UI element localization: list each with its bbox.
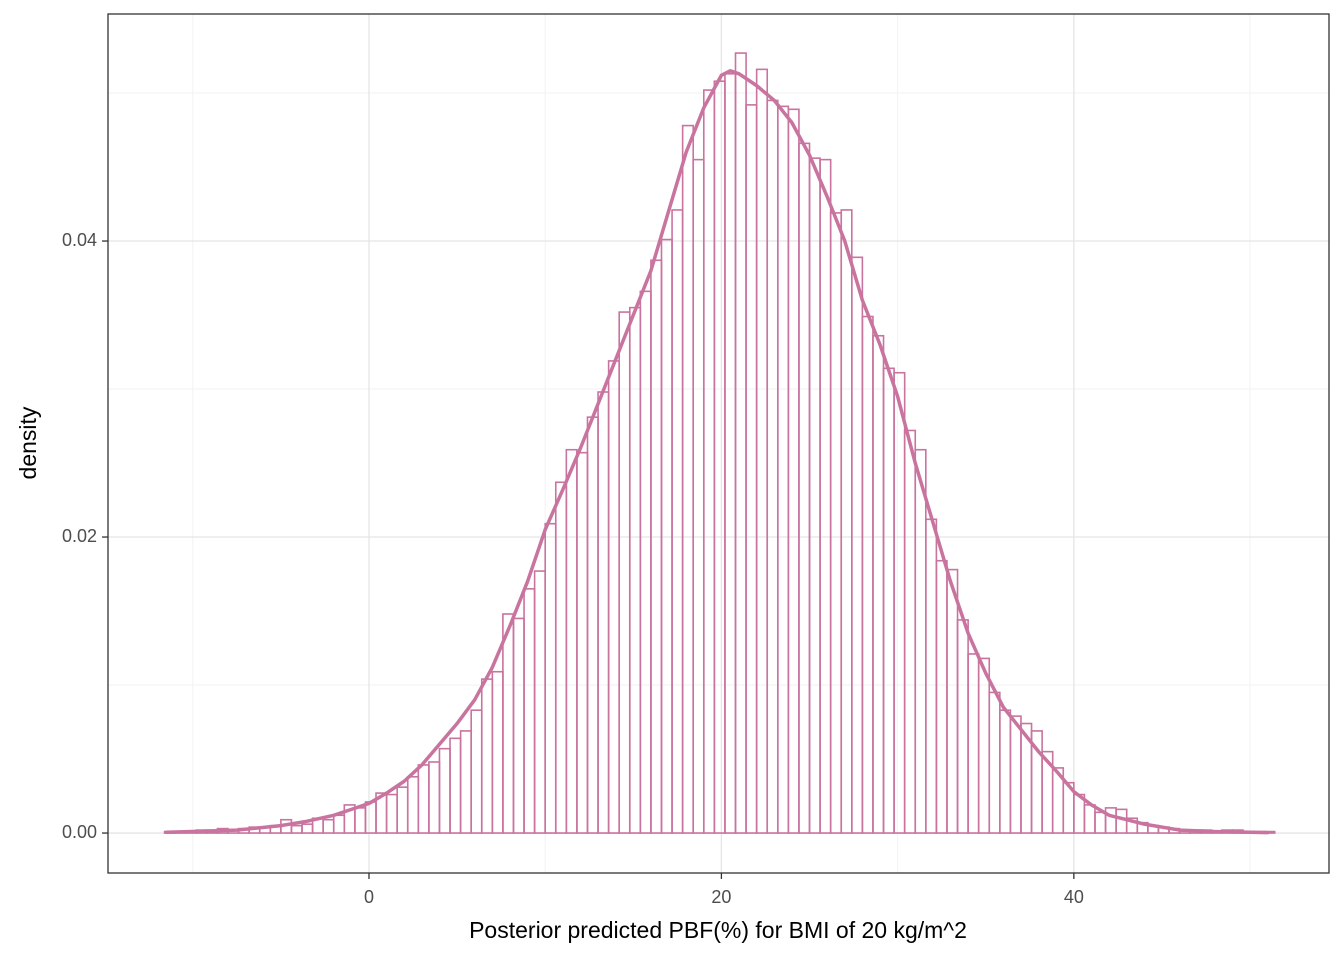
x-tick-label: 0 xyxy=(364,887,374,907)
marks xyxy=(163,52,1276,835)
y-tick-label: 0.00 xyxy=(62,822,97,842)
x-tick-label: 20 xyxy=(711,887,731,907)
x-axis-label: Posterior predicted PBF(%) for BMI of 20… xyxy=(469,917,967,943)
density-curve xyxy=(164,69,1270,835)
x-tick-label: 40 xyxy=(1064,887,1084,907)
panel-border xyxy=(107,13,1330,874)
axes: 0 20 40 0.00 0.02 0.04 xyxy=(62,230,1084,907)
y-tick-label: 0.04 xyxy=(62,230,97,250)
y-axis-label: density xyxy=(15,406,41,479)
y-tick-label: 0.02 xyxy=(62,526,97,546)
